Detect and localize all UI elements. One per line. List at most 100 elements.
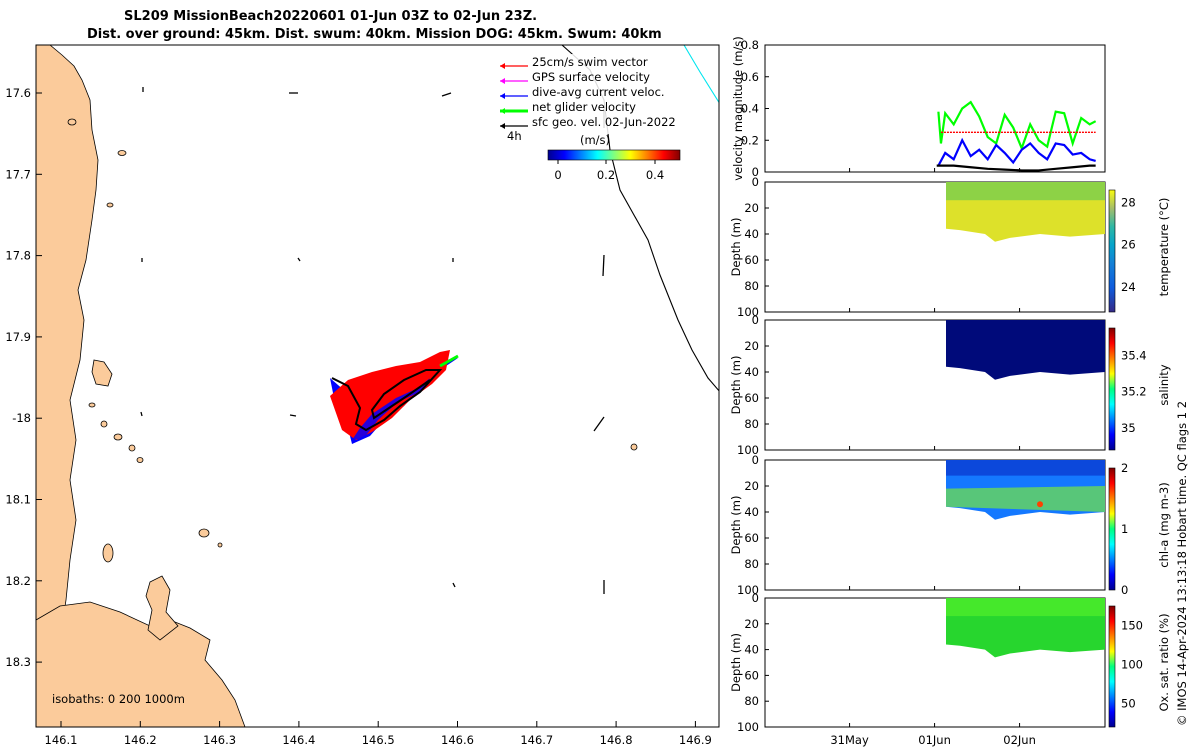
map-y-tick-label: 17.6 <box>5 86 31 100</box>
surface-low-chl <box>946 460 1105 476</box>
legend-arrowhead <box>500 78 505 84</box>
y-tick-label: 80 <box>744 694 759 708</box>
figure-title-line1: SL209 MissionBeach20220601 01-Jun 03Z to… <box>124 9 538 24</box>
colorbar-tick-label: 50 <box>1121 697 1136 711</box>
colorbar-tick-label: 0 <box>1121 583 1128 597</box>
y-tick-label: 20 <box>744 617 759 631</box>
figure-title-line2: Dist. over ground: 45km. Dist. swum: 40k… <box>87 27 662 42</box>
y-tick-label: 40 <box>744 227 759 241</box>
southern-land <box>36 601 246 727</box>
y-tick-label: 20 <box>744 339 759 353</box>
y-tick-label: 0.6 <box>741 70 759 84</box>
x-tick-label: 31May <box>830 733 869 747</box>
map-y-tick-label: 17.9 <box>5 330 31 344</box>
map-x-ticks: 146.1 146.2 146.3 146.4 146.5 146.6 146.7 146.8… <box>45 721 712 747</box>
y-tick-label: 40 <box>744 365 759 379</box>
legend-arrowhead <box>500 63 505 69</box>
colorbar-tick-label: 35 <box>1121 421 1136 435</box>
y-tick-label: 0.4 <box>741 102 759 116</box>
panel-colorbar <box>1108 327 1116 451</box>
profile-panel-2: 0 20 40 60 80 100 Depth (m) 35 35.2 35.4 salinity <box>729 313 1171 457</box>
map-x-tick-label: 146.3 <box>203 733 236 747</box>
map-panel: 146.1 146.2 146.3 146.4 146.5 146.6 146.7 146.8… <box>5 44 720 747</box>
speed-colorbar <box>547 149 681 161</box>
profile-panel-1: 0 20 40 60 80 100 Depth (m) 24 26 28 temperature (… <box>729 175 1171 319</box>
y-axis-label: velocity magnitude (m/s) <box>731 36 745 181</box>
warm-surface-layer <box>946 182 1105 201</box>
colorbar-tick-label: 28 <box>1121 196 1136 210</box>
legend-arrowhead <box>500 108 505 114</box>
panel-frame <box>764 44 1106 173</box>
y-tick-label: 0 <box>752 453 759 467</box>
y-tick-label: 20 <box>744 479 759 493</box>
y-tick-label: 60 <box>744 253 759 267</box>
map-land <box>36 45 719 727</box>
colorbar-tick-label: 24 <box>1121 280 1136 294</box>
hinchinbrook-island <box>145 575 179 641</box>
legend-arrowhead <box>500 123 505 129</box>
profile-field <box>946 320 1105 380</box>
colorbar-tick-label: 150 <box>1121 619 1143 633</box>
colorbar-unit: (m/s) <box>580 133 610 147</box>
legend-arrowhead <box>500 93 505 99</box>
profile-panel-4: 0 20 40 60 80 100 Depth (m) 50 100 150 Ox. sat. ra… <box>729 591 1171 747</box>
x-tick-label: 01Jun <box>918 733 951 747</box>
colorbar-tick-label: 35.2 <box>1121 385 1147 399</box>
colorbar-tick-label: 0.2 <box>597 168 615 182</box>
y-tick-label: 100 <box>737 583 759 597</box>
colorbar-label: Ox. sat. ratio (%) <box>1157 613 1171 711</box>
y-tick-label: 0.2 <box>741 133 759 147</box>
y-tick-label: 20 <box>744 201 759 215</box>
colorbar-label: salinity <box>1157 364 1171 405</box>
map-y-tick-label: 18.2 <box>5 574 31 588</box>
map-x-tick-label: 146.7 <box>520 733 553 747</box>
y-tick-label: 0 <box>752 313 759 327</box>
speed-colorbar-ticks: 0 0.2 0.4 <box>554 160 664 182</box>
y-tick-label: 80 <box>744 279 759 293</box>
imos-credit: © IMOS 14-Apr-2024 13:13:18 Hobart time.… <box>1175 401 1189 726</box>
legend-box <box>496 54 686 134</box>
y-tick-label: 100 <box>737 443 759 457</box>
map-y-tick-label: 17.8 <box>5 249 31 263</box>
map-y-ticks: 17.6 17.7 17.8 17.9 -18 18.1 18.2 18.3 <box>5 86 42 669</box>
map-y-tick-label: 17.7 <box>5 167 31 181</box>
y-tick-label: 60 <box>744 668 759 682</box>
x-tick-label: 02Jun <box>1003 733 1036 747</box>
y-tick-label: 0 <box>752 165 759 179</box>
velocity-series-line <box>937 100 1097 152</box>
small-islands <box>67 118 638 563</box>
y-tick-label: 0 <box>752 591 759 605</box>
y-axis-label: Depth (m) <box>729 496 743 555</box>
y-tick-label: 80 <box>744 417 759 431</box>
legend-label: 25cm/s swim vector <box>532 55 648 69</box>
velocity-series-line <box>936 164 1096 172</box>
colorbar-tick-label: 26 <box>1121 238 1136 252</box>
legend-label: net glider velocity <box>532 100 636 114</box>
chl-peak-point <box>1037 501 1043 508</box>
map-x-tick-label: 146.6 <box>441 733 474 747</box>
oxsat-surface-layer <box>946 598 1105 617</box>
panel-colorbar <box>1108 467 1116 591</box>
y-axis-label: Depth (m) <box>729 633 743 692</box>
legend-label: sfc geo. vel. 02-Jun-2022 <box>532 115 676 129</box>
y-tick-label: 100 <box>737 305 759 319</box>
panel-colorbar <box>1108 605 1116 728</box>
y-axis-label: Depth (m) <box>729 356 743 415</box>
colorbar-label: temperature (°C) <box>1157 198 1171 297</box>
y-tick-label: 100 <box>737 720 759 734</box>
legend-label: dive-avg current veloc. <box>532 85 665 99</box>
map-y-tick-label: 18.1 <box>5 493 31 507</box>
panel-colorbar <box>1108 189 1116 313</box>
chl-maximum-layer <box>946 486 1105 512</box>
map-x-tick-label: 146.1 <box>45 733 78 747</box>
map-x-tick-label: 146.5 <box>362 733 395 747</box>
y-tick-label: 0.8 <box>741 38 759 52</box>
map-x-tick-label: 146.9 <box>679 733 712 747</box>
map-x-tick-label: 146.4 <box>282 733 315 747</box>
colorbar-label: chl-a (mg m-3) <box>1157 482 1171 567</box>
map-x-tick-label: 146.2 <box>124 733 157 747</box>
isobaths-label: isobaths: 0 200 1000m <box>52 692 185 706</box>
